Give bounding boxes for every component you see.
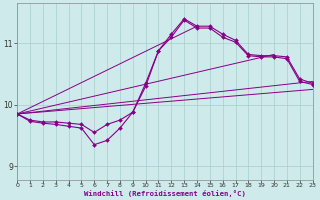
X-axis label: Windchill (Refroidissement éolien,°C): Windchill (Refroidissement éolien,°C) xyxy=(84,190,246,197)
